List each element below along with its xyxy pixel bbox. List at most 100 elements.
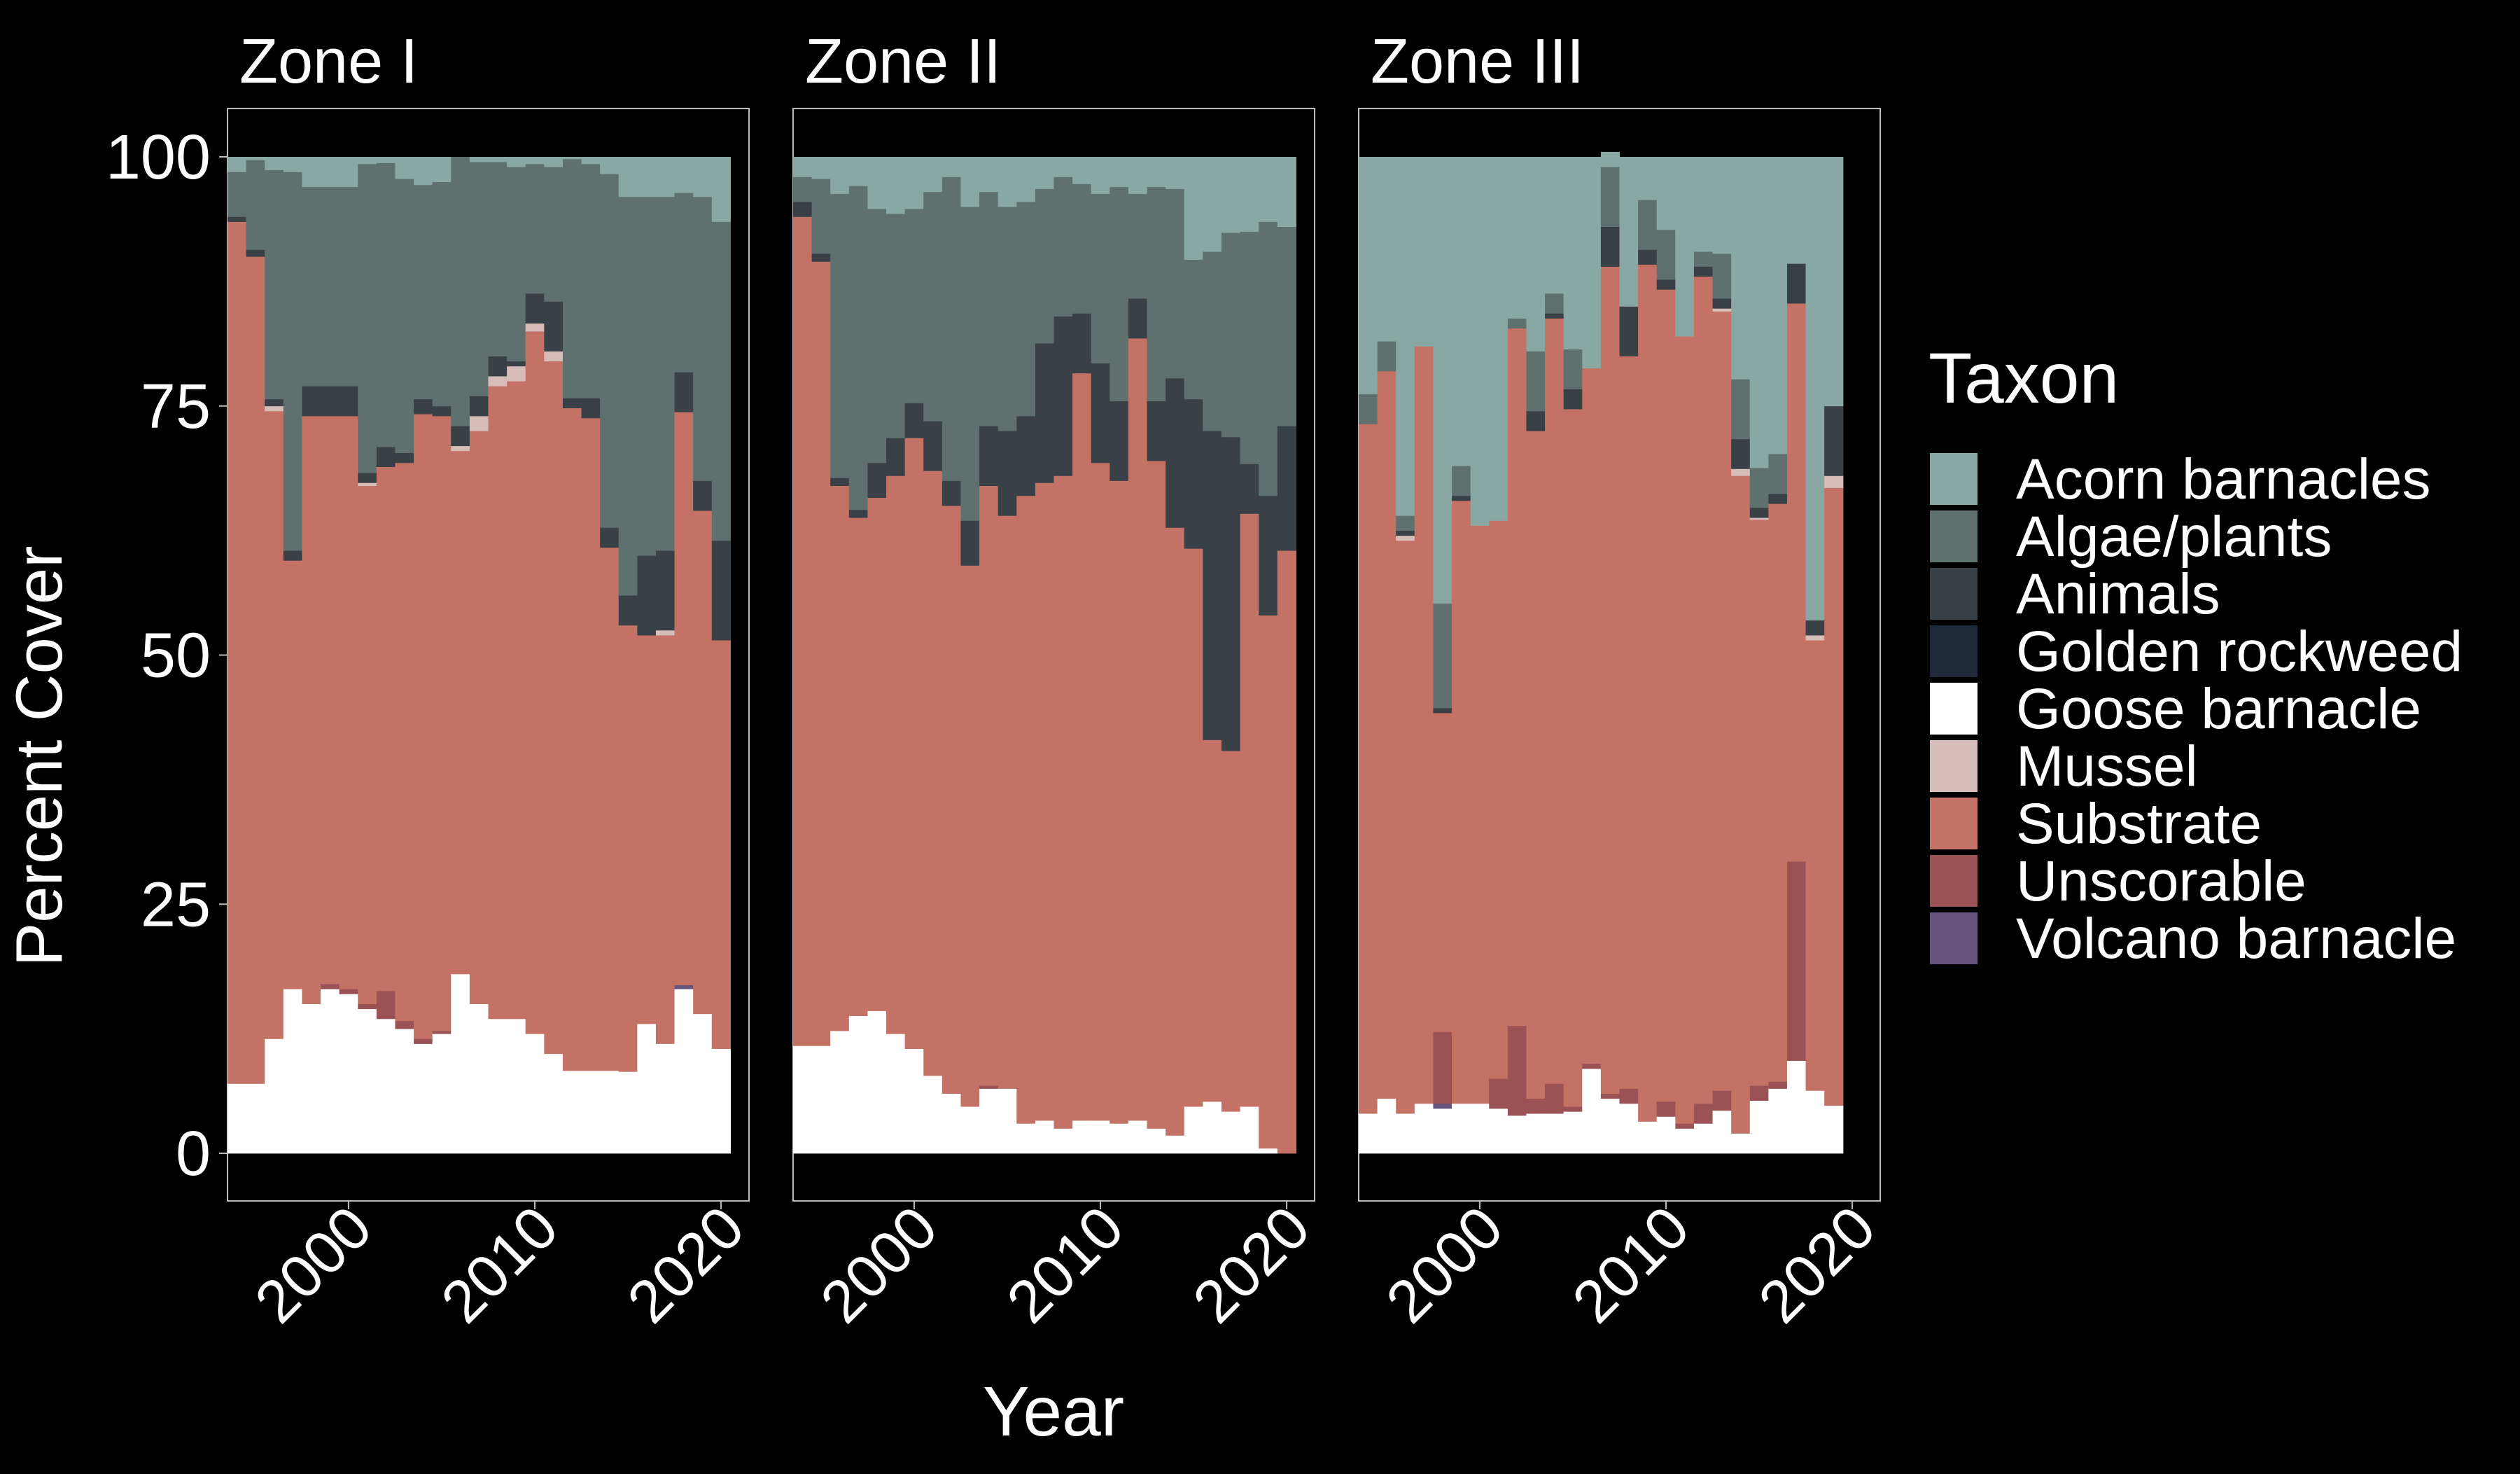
- bar-segment-substrate: [395, 462, 414, 1022]
- bar-segment-mussel: [451, 445, 470, 452]
- bar-segment-goose-barnacle: [1749, 1100, 1769, 1154]
- bar-segment-acorn-barnacles: [960, 157, 980, 207]
- bar-segment-substrate: [581, 417, 601, 1071]
- bar-segment-goose-barnacle: [655, 1043, 676, 1154]
- bar-segment-unscorable: [395, 1020, 414, 1029]
- panel-title: Zone III: [1371, 27, 1584, 97]
- bar-segment-substrate: [693, 510, 713, 1015]
- bar-segment-mussel: [1396, 535, 1415, 541]
- bar-segment-algae-plants: [246, 160, 265, 250]
- bar-segment-acorn-barnacles: [1359, 157, 1378, 395]
- bar-segment-algae-plants: [1396, 515, 1415, 531]
- bar-segment-algae-plants: [830, 193, 850, 478]
- bar-segment-acorn-barnacles: [600, 157, 620, 174]
- bar-segment-substrate: [637, 635, 657, 1024]
- bar-segment-algae-plants: [1091, 193, 1110, 363]
- bar-segment-goose-barnacle: [1414, 1103, 1434, 1154]
- bar-segment-goose-barnacle: [1147, 1128, 1166, 1154]
- bar-segment-goose-barnacle: [339, 994, 358, 1154]
- bar-segment-acorn-barnacles: [1619, 157, 1639, 307]
- bar-segment-animals: [544, 301, 564, 352]
- bar-segment-goose-barnacle: [562, 1070, 582, 1154]
- bar-segment-goose-barnacle: [1489, 1108, 1508, 1154]
- bar-segment-algae-plants: [283, 172, 303, 551]
- bar-segment-animals: [358, 473, 377, 483]
- bar-segment-substrate: [711, 640, 731, 1049]
- bar-segment-unscorable: [321, 984, 340, 989]
- bar-segment-mussel: [469, 415, 489, 431]
- bar-segment-animals: [1712, 298, 1732, 309]
- bar-segment-acorn-barnacles: [1128, 157, 1148, 195]
- bar-segment-substrate: [1203, 739, 1222, 1102]
- bar-segment-volcano-barnacle: [1433, 1103, 1452, 1109]
- y-axis-title: Percent Cover: [2, 546, 76, 967]
- bar-segment-animals: [1638, 249, 1658, 265]
- bar-segment-algae-plants: [1749, 467, 1769, 508]
- legend-swatch: [1930, 453, 1977, 505]
- bar-segment-algae-plants: [1638, 200, 1658, 250]
- bar-segment-substrate: [358, 485, 377, 1004]
- bar-segment-animals: [1128, 298, 1148, 339]
- bar-segment-algae-plants: [321, 186, 340, 387]
- bar-segment-mussel: [488, 376, 507, 387]
- bar-segment-substrate: [562, 408, 582, 1071]
- bar-segment-goose-barnacle: [488, 1018, 507, 1154]
- bar-segment-algae-plants: [1656, 229, 1676, 280]
- bar-segment-goose-barnacle: [246, 1083, 265, 1154]
- bar-segment-unscorable: [1749, 1085, 1769, 1101]
- bar-segment-algae-plants: [1693, 251, 1714, 267]
- bar-segment-goose-barnacle: [432, 1034, 451, 1154]
- legend-item: Algae/plants: [1930, 505, 2332, 569]
- bar-segment-goose-barnacle: [1786, 1060, 1807, 1154]
- bar-segment-animals: [904, 403, 924, 438]
- bar-segment-animals: [1433, 707, 1452, 714]
- bar-segment-goose-barnacle: [979, 1088, 999, 1154]
- bar-segment-substrate: [451, 450, 470, 975]
- bar-segment-animals: [1110, 401, 1129, 481]
- bar-segment-algae-plants: [339, 186, 358, 387]
- bar-segment-algae-plants: [432, 181, 451, 407]
- bar-segment-acorn-barnacles: [693, 157, 713, 197]
- bar-segment-goose-barnacle: [1054, 1128, 1073, 1154]
- bar-segment-animals: [376, 447, 396, 467]
- bar-segment-goose-barnacle: [1470, 1103, 1490, 1154]
- bar-segment-substrate: [848, 517, 869, 1017]
- bar-segment-algae-plants: [414, 184, 433, 400]
- bar-segment-acorn-barnacles: [1675, 157, 1695, 337]
- bar-segment-goose-barnacle: [302, 1003, 321, 1154]
- bar-segment-algae-plants: [1054, 176, 1073, 317]
- bar-segment-animals: [1768, 493, 1788, 504]
- bar-segment-substrate: [960, 565, 980, 1107]
- bar-segment-algae-plants: [1259, 221, 1278, 496]
- bar-segment-substrate: [997, 515, 1017, 1089]
- bar-segment-animals: [848, 509, 869, 518]
- legend: Taxon Acorn barnaclesAlgae/plantsAnimals…: [1928, 338, 2463, 971]
- bar-segment-goose-barnacle: [1526, 1113, 1546, 1154]
- bar-segment-goose-barnacle: [544, 1053, 564, 1154]
- bar-segment-acorn-barnacles: [1507, 157, 1527, 319]
- x-tick-label: 2020: [615, 1194, 757, 1336]
- bar-segment-acorn-barnacles: [1110, 157, 1129, 188]
- legend-item: Acorn barnacles: [1930, 447, 2431, 511]
- bar-segment-unscorable: [1656, 1101, 1676, 1117]
- bar-segment-goose-barnacle: [1563, 1111, 1583, 1154]
- x-tick-label: 2020: [1180, 1194, 1322, 1336]
- bar-segment-animals: [507, 361, 526, 367]
- bar-segment-animals: [674, 372, 694, 412]
- bar-segment-goose-barnacle: [637, 1024, 657, 1154]
- y-tick-label: 100: [106, 123, 211, 193]
- legend-item: Animals: [1930, 562, 2220, 626]
- legend-swatch: [1930, 625, 1977, 677]
- facet-panels: Zone I 2000 2010 2020 0 25 50 75 100 Zone II 2000 2…: [106, 27, 1889, 1336]
- x-tick-label: 2000: [242, 1194, 384, 1336]
- bar-segment-algae-plants: [358, 163, 377, 473]
- bar-segment-substrate: [1240, 513, 1259, 1107]
- bar-segment-substrate: [1259, 615, 1278, 1149]
- bar-segment-goose-barnacle: [1221, 1111, 1241, 1154]
- bar-segment-acorn-barnacles: [1221, 157, 1241, 233]
- bar-segment-goose-barnacle: [1712, 1110, 1732, 1154]
- bar-segment-algae-plants: [1110, 186, 1129, 402]
- bar-segment-animals: [302, 386, 321, 417]
- bar-segment-animals: [618, 595, 638, 626]
